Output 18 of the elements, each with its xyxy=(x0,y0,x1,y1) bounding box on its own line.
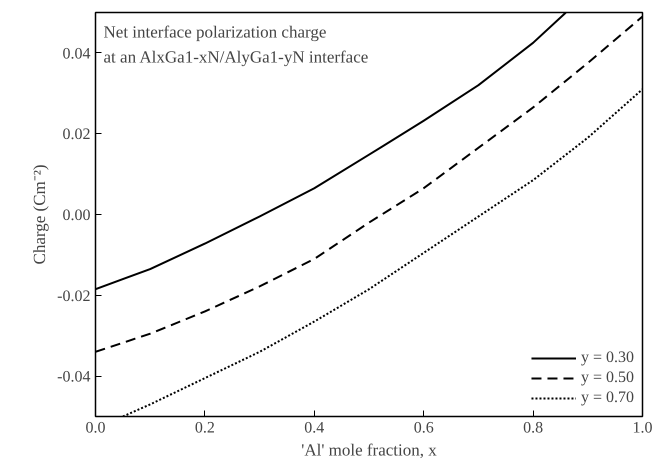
x-tick-label: 0.8 xyxy=(523,420,544,436)
y-axis-title: Charge (Cm⁻²) xyxy=(30,164,50,265)
y-tick-label: 0.02 xyxy=(62,126,90,144)
y-tick-label: 0.00 xyxy=(62,207,90,224)
x-tick-label: 0.2 xyxy=(194,420,215,436)
x-tick-label: 1.0 xyxy=(632,420,652,436)
x-tick-label: 0.0 xyxy=(86,420,106,436)
legend-label: y = 0.70 xyxy=(580,389,634,407)
y-tick-label: -0.02 xyxy=(57,288,90,305)
annotation: Net interface polarization charge xyxy=(104,22,326,42)
x-tick-label: 0.4 xyxy=(304,420,324,436)
x-axis-title: 'Al' mole fraction, x xyxy=(301,440,438,460)
y-tick-label: -0.04 xyxy=(57,368,90,386)
y-tick-label: 0.04 xyxy=(62,45,90,62)
legend-label: y = 0.30 xyxy=(580,349,634,367)
legend-label: y = 0.50 xyxy=(580,369,634,387)
x-tick-label: 0.6 xyxy=(414,420,434,436)
annotation: at an AlxGa1-xN/AlyGa1-yN interface xyxy=(104,48,368,66)
